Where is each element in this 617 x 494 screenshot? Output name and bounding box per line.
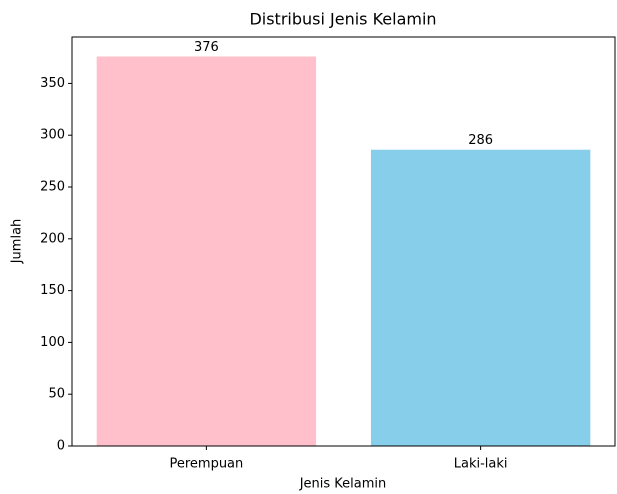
y-tick-label: 100 — [40, 335, 65, 350]
x-tick-label: Perempuan — [169, 457, 243, 472]
bar — [96, 56, 317, 446]
bar — [370, 149, 591, 447]
y-tick-label: 200 — [40, 231, 65, 246]
y-tick-label: 350 — [40, 76, 65, 91]
y-tick-label: 0 — [57, 439, 65, 454]
x-tick-label: Laki-laki — [454, 457, 508, 472]
data-label: 286 — [468, 133, 493, 148]
data-label: 376 — [194, 40, 219, 55]
y-tick-label: 50 — [48, 387, 65, 402]
y-tick-label: 150 — [40, 283, 65, 298]
plot-frame — [71, 36, 616, 447]
x-axis-label: Jenis Kelamin — [299, 477, 387, 492]
chart-title: Distribusi Jenis Kelamin — [249, 10, 436, 29]
y-tick-label: 300 — [40, 128, 65, 143]
y-tick-label: 250 — [40, 180, 65, 195]
y-axis-label: Jumlah — [10, 219, 25, 265]
